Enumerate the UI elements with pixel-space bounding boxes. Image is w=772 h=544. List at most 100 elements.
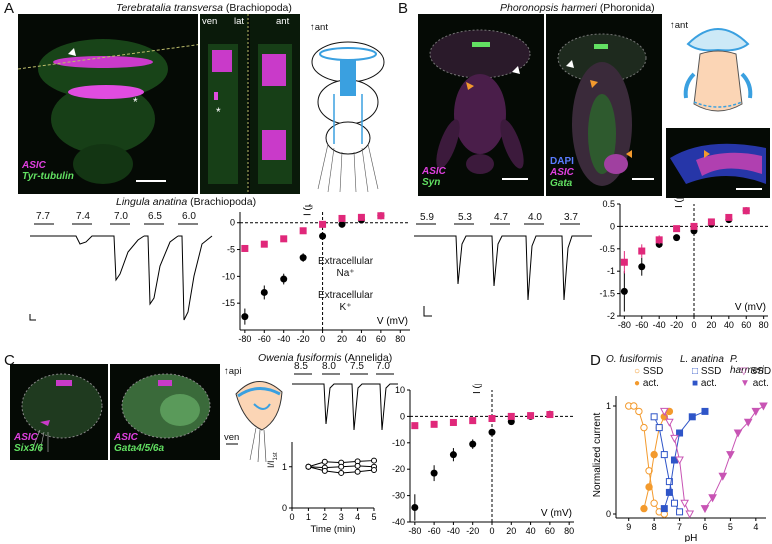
panel-a-schematic: ↑ant bbox=[304, 14, 390, 194]
legend-species-lana: L. anatina bbox=[680, 354, 724, 365]
legend-species-phar: P. harmeri bbox=[730, 354, 764, 376]
x-tick-label: 40 bbox=[724, 320, 734, 330]
x-tick-label: 5 bbox=[728, 522, 733, 532]
y-tick-label: 1 bbox=[282, 462, 287, 472]
scale-bar bbox=[136, 180, 166, 182]
data-point bbox=[241, 313, 249, 321]
data-point bbox=[650, 499, 658, 507]
ph-label: 7.0 bbox=[376, 361, 390, 372]
time-ylabel: I/I1st bbox=[266, 452, 279, 468]
data-point bbox=[488, 428, 496, 436]
panel-c-taxon: (Annelida) bbox=[344, 352, 393, 364]
panel-c-stain-asic: ASIC bbox=[14, 432, 38, 443]
trace-taxon: (Brachiopoda) bbox=[190, 196, 257, 208]
axis-ant-label: ↑ant bbox=[310, 22, 328, 33]
data-point bbox=[742, 207, 750, 215]
data-point bbox=[743, 418, 753, 427]
panel-c-species: Owenia fusiformis bbox=[258, 352, 342, 364]
data-point bbox=[670, 499, 678, 507]
data-point bbox=[638, 263, 646, 271]
data-point bbox=[371, 467, 377, 474]
data-point bbox=[377, 212, 385, 220]
marker-asterisk: * bbox=[133, 95, 138, 109]
view-label-ant: ant bbox=[276, 16, 290, 27]
legend-ssd-p: SSD bbox=[750, 366, 772, 377]
data-point bbox=[708, 494, 717, 503]
data-point bbox=[701, 407, 709, 415]
data-point bbox=[655, 424, 663, 432]
trace-species: Lingula anatina bbox=[116, 196, 188, 208]
panel-c-current-traces bbox=[292, 373, 398, 431]
phoronid-larva-diagram bbox=[683, 28, 753, 112]
x-tick-label: 6 bbox=[702, 522, 707, 532]
panel-a-current-traces bbox=[29, 223, 213, 321]
panel-b-title: Phoronopsis harmeri (Phoronida) bbox=[500, 2, 655, 14]
x-tick-label: 20 bbox=[337, 334, 347, 344]
data-point bbox=[759, 402, 768, 411]
x-tick-label: 40 bbox=[526, 526, 536, 536]
scale-bar bbox=[736, 188, 762, 190]
data-point bbox=[280, 235, 288, 243]
scale-bar bbox=[632, 178, 654, 180]
ph-label: 6.5 bbox=[148, 211, 162, 222]
data-point bbox=[338, 463, 345, 470]
data-point bbox=[338, 469, 345, 476]
data-point bbox=[726, 451, 735, 460]
data-point bbox=[469, 440, 477, 448]
data-point bbox=[690, 222, 698, 230]
panel-letter-c: C bbox=[4, 352, 15, 369]
ph-label: 7.5 bbox=[350, 361, 364, 372]
data-point bbox=[321, 458, 328, 465]
data-point bbox=[299, 254, 307, 262]
data-point bbox=[635, 407, 643, 416]
data-point bbox=[260, 240, 268, 248]
panel-b-micrograph-1: ASIC Syn bbox=[418, 14, 544, 196]
data-point bbox=[321, 467, 328, 474]
data-point bbox=[718, 472, 728, 481]
x-tick-label: 80 bbox=[759, 320, 769, 330]
x-tick-label: 40 bbox=[356, 334, 366, 344]
x-tick-label: 1 bbox=[306, 512, 311, 522]
y-tick-label: -5 bbox=[227, 245, 235, 255]
legend-act-p: act. bbox=[752, 378, 769, 389]
ph-label: 5.9 bbox=[420, 212, 434, 223]
ph-label: 4.0 bbox=[528, 212, 542, 223]
panel-a-micrograph-main: * ASIC Tyr-tubulin bbox=[18, 14, 198, 194]
y-tick-label: -0.5 bbox=[599, 244, 615, 254]
x-tick-label: -20 bbox=[466, 526, 479, 536]
x-tick-label: -20 bbox=[670, 320, 683, 330]
panel-c-stain-gata: Gata4/5/6a bbox=[114, 443, 165, 454]
panel-c-stain-six3: Six3/6 bbox=[14, 443, 43, 454]
panel-b-stain-asic: ASIC bbox=[422, 166, 446, 177]
data-point bbox=[620, 258, 628, 266]
data-point bbox=[665, 478, 673, 486]
data-point bbox=[659, 407, 669, 416]
data-point bbox=[640, 504, 648, 513]
panel-a-stain-asic: ASIC bbox=[22, 160, 46, 171]
y-axis-label: Normalized current bbox=[592, 413, 603, 498]
panel-a-taxon: (Brachiopoda) bbox=[225, 2, 292, 14]
data-point bbox=[645, 467, 653, 475]
data-point bbox=[655, 236, 663, 244]
panel-b-stain-gata: Gata bbox=[550, 178, 573, 189]
y-tick-label: -2 bbox=[607, 311, 615, 321]
axis-api-label: ↑api bbox=[224, 366, 242, 377]
x-tick-label: 20 bbox=[506, 526, 516, 536]
x-tick-label: 5 bbox=[371, 512, 376, 522]
y-axis-label: I (μA) bbox=[674, 198, 685, 208]
data-point bbox=[676, 508, 684, 516]
panel-b-stain-syn: Syn bbox=[422, 177, 441, 188]
x-tick-label: -80 bbox=[408, 526, 421, 536]
y-tick-label: 1 bbox=[606, 401, 611, 411]
x-tick-label: 4 bbox=[753, 522, 758, 532]
data-point bbox=[665, 488, 673, 496]
svg-text:*: * bbox=[216, 105, 221, 119]
panel-c-title: Owenia fusiformis (Annelida) bbox=[258, 352, 392, 364]
x-tick-label: 8 bbox=[652, 522, 657, 532]
data-point bbox=[507, 412, 515, 420]
y-tick-label: -20 bbox=[392, 464, 405, 474]
panel-b-micrograph-2: DAPI ASIC Gata bbox=[546, 14, 662, 196]
ph-label: 7.0 bbox=[114, 211, 128, 222]
panel-c-micrograph-2: ASIC Gata4/5/6a bbox=[110, 364, 220, 460]
